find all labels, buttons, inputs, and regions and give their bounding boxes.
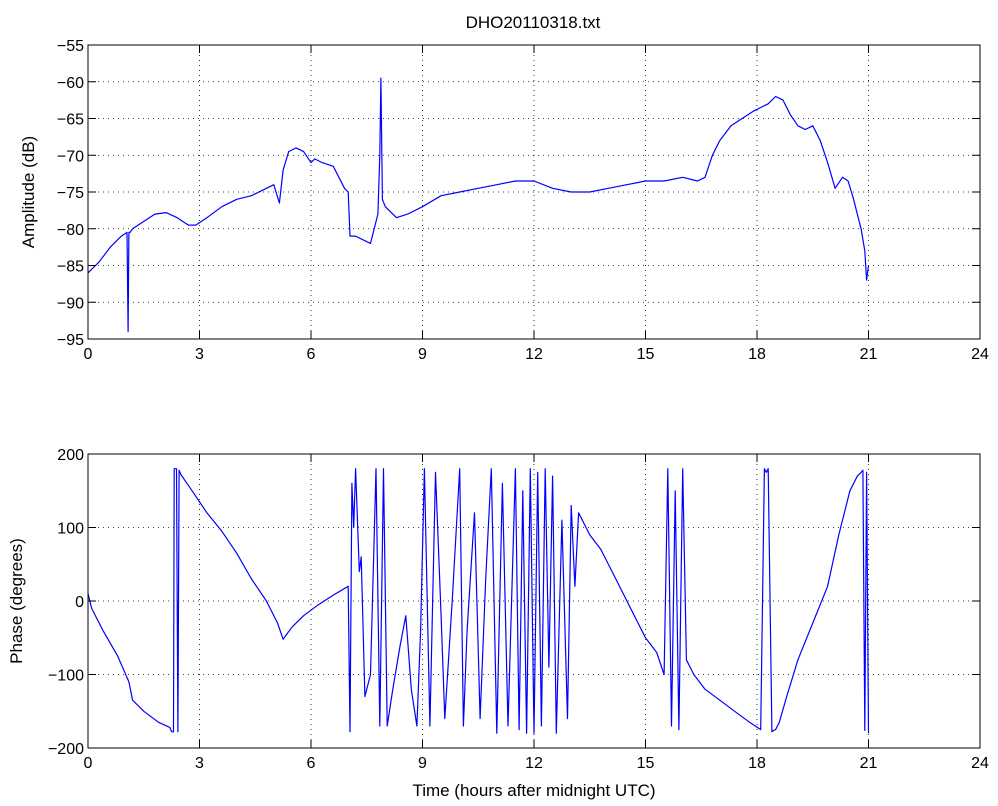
phase-xtick-label-8: 24 bbox=[971, 755, 989, 772]
amplitude-xtick-label-7: 21 bbox=[860, 346, 878, 363]
amplitude-ytick-label-1: −90 bbox=[57, 295, 84, 312]
amplitude-xtick-label-6: 18 bbox=[748, 346, 766, 363]
phase-xtick-label-3: 9 bbox=[418, 755, 427, 772]
phase-ytick-label-2: 0 bbox=[75, 594, 84, 611]
phase-ytick-label-1: −100 bbox=[48, 668, 84, 685]
phase-panel: 0 3 6 9 12 15 18 21 24 −200 −100 0 100 200 Phase (degr… bbox=[7, 447, 989, 800]
phase-series-line-0 bbox=[87, 468, 870, 734]
amplitude-ytick-label-6: −65 bbox=[57, 112, 84, 129]
amplitude-ytick-label-8: −55 bbox=[57, 38, 84, 55]
amplitude-ytick-label-2: −85 bbox=[57, 259, 84, 276]
amplitude-ytick-label-5: −70 bbox=[57, 148, 84, 165]
amplitude-xtick-label-3: 9 bbox=[418, 346, 427, 363]
phase-ylabel: Phase (degrees) bbox=[7, 538, 26, 664]
phase-ytick-label-0: −200 bbox=[48, 741, 84, 758]
phase-xtick-label-4: 12 bbox=[525, 755, 543, 772]
chart-title: DHO20110318.txt bbox=[466, 13, 601, 32]
amplitude-xtick-label-1: 3 bbox=[195, 346, 204, 363]
phase-xtick-label-6: 18 bbox=[748, 755, 766, 772]
amplitude-xtick-label-2: 6 bbox=[307, 346, 316, 363]
amplitude-ylabel: Amplitude (dB) bbox=[19, 136, 38, 248]
amplitude-xtick-label-8: 24 bbox=[971, 346, 989, 363]
amplitude-ytick-label-3: −80 bbox=[57, 222, 84, 239]
phase-ytick-label-3: 100 bbox=[57, 521, 84, 538]
amplitude-ytick-label-4: −75 bbox=[57, 185, 84, 202]
phase-xtick-label-1: 3 bbox=[195, 755, 204, 772]
phase-xtick-label-2: 6 bbox=[307, 755, 316, 772]
phase-ytick-label-4: 200 bbox=[57, 447, 84, 464]
amplitude-ytick-label-7: −60 bbox=[57, 75, 84, 92]
amplitude-panel: 0 3 6 9 12 15 18 21 24 −95 −90 −85 −80 −75 −70 −65 −60 −5… bbox=[19, 38, 989, 363]
phase-xtick-label-5: 15 bbox=[637, 755, 655, 772]
amplitude-series-line-0 bbox=[87, 77, 870, 333]
amplitude-xtick-label-0: 0 bbox=[84, 346, 93, 363]
amplitude-ytick-label-0: −95 bbox=[57, 332, 84, 349]
amplitude-xtick-label-5: 15 bbox=[637, 346, 655, 363]
phase-xtick-label-7: 21 bbox=[860, 755, 878, 772]
phase-xtick-label-0: 0 bbox=[84, 755, 93, 772]
phase-xlabel: Time (hours after midnight UTC) bbox=[412, 781, 655, 800]
amplitude-xtick-label-4: 12 bbox=[525, 346, 543, 363]
